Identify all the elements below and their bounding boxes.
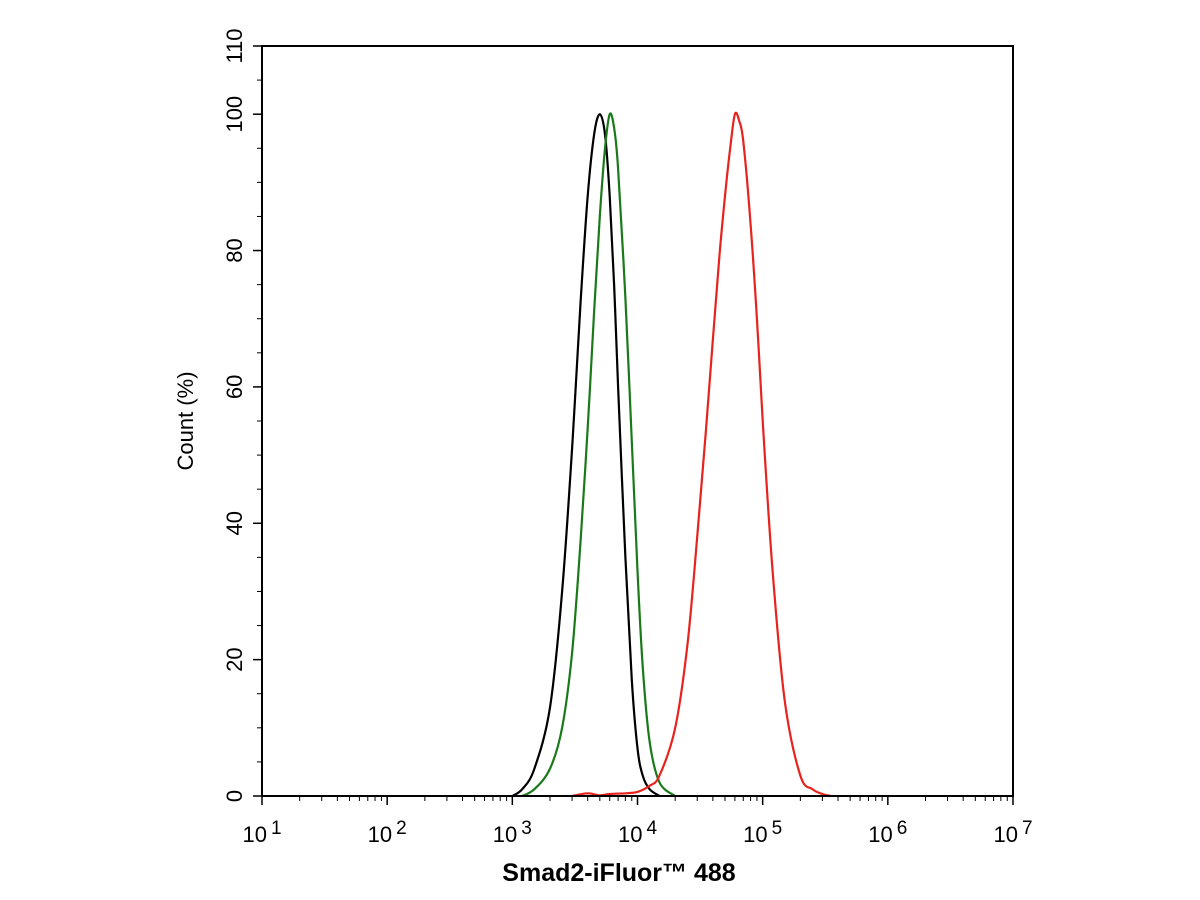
- x-tick-label: 10 3: [493, 818, 532, 847]
- y-tick-label: 20: [222, 647, 247, 671]
- y-tick-label: 100: [222, 96, 247, 133]
- y-tick-label: 110: [222, 28, 247, 63]
- x-axis-title: Smad2-iFluor™ 488: [502, 859, 735, 887]
- x-tick-label: 10 6: [868, 818, 907, 847]
- histogram-curve-3: [571, 111, 832, 798]
- y-tick-label: 40: [222, 511, 247, 535]
- histogram-curves: [511, 111, 832, 798]
- x-tick-label: 10 1: [242, 818, 281, 847]
- x-axis-tick-labels: 10 1 10 2 10 3 10 4 10 5 10 6 10 7: [242, 818, 1032, 847]
- x-tick-label: 10 5: [743, 818, 782, 847]
- y-axis-tick-labels: 0 20 40 60 80 100 110: [222, 28, 247, 802]
- x-tick-label: 10 4: [618, 818, 657, 847]
- y-tick-label: 0: [222, 790, 247, 802]
- y-tick-label: 60: [222, 375, 247, 399]
- x-tick-label: 10 2: [368, 818, 407, 847]
- x-tick-label: 10 7: [993, 818, 1032, 847]
- histogram-curve-1: [511, 113, 661, 797]
- plot-frame: [261, 45, 1014, 797]
- y-axis-title: Count (%): [173, 371, 198, 470]
- y-tick-label: 80: [222, 238, 247, 262]
- y-axis-ticks: [253, 45, 262, 797]
- histogram-curve-2: [521, 112, 676, 797]
- x-axis-ticks: [261, 796, 1014, 805]
